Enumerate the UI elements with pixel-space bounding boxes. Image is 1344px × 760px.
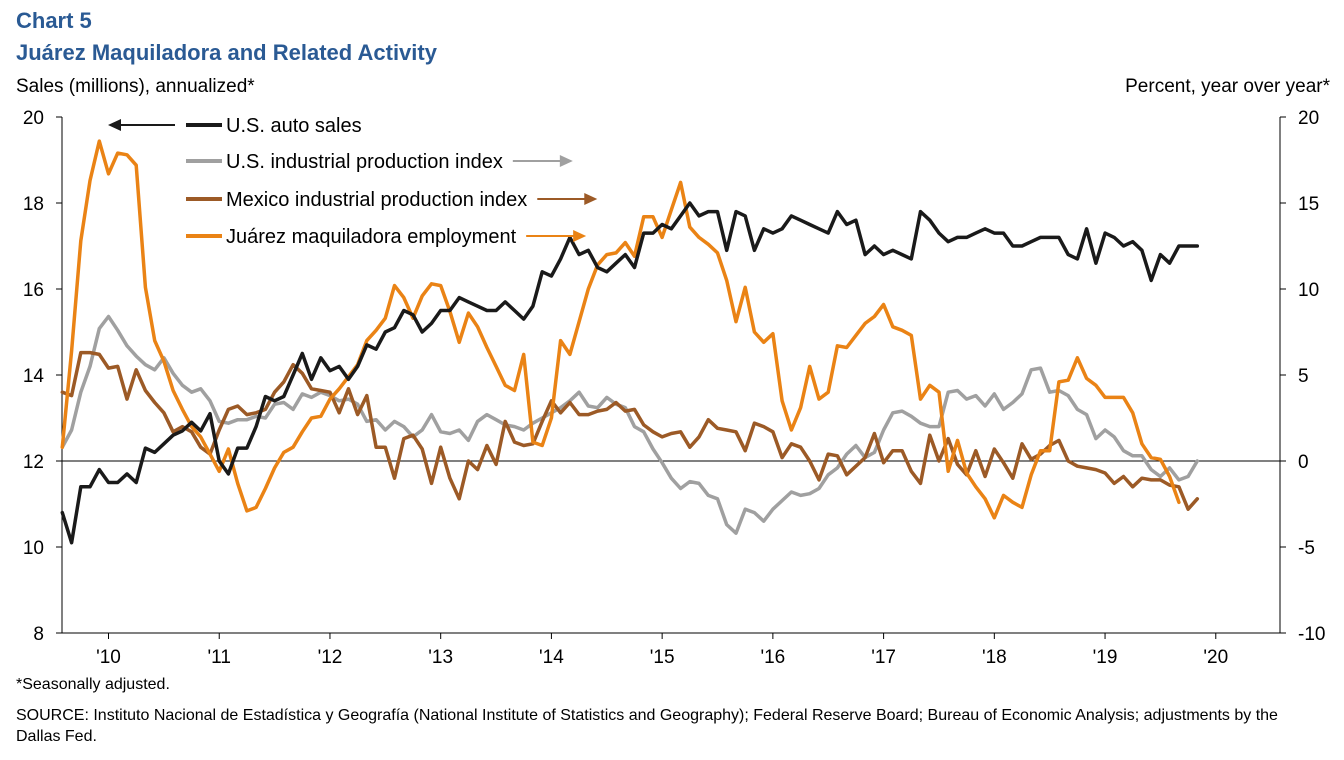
- right-axis-label: Percent, year over year*: [1125, 76, 1330, 97]
- source-note: SOURCE: Instituto Nacional de Estadístic…: [16, 707, 1278, 745]
- series-line: [60, 314, 1200, 535]
- series-line: [60, 201, 1200, 545]
- x-tick-label: '14: [539, 647, 564, 668]
- left-tick-label: 8: [33, 624, 44, 645]
- legend-label: U.S. auto sales: [226, 115, 362, 137]
- left-tick-label: 14: [23, 366, 45, 387]
- legend-arrow-head: [108, 119, 121, 131]
- series-line: [60, 139, 1181, 520]
- right-tick-label: 0: [1298, 452, 1309, 473]
- chart-axes: 8 10 12 14 16 18 20 -10 -5 0 5 10 15 20 '10 '11 '12 '13 '1…: [23, 108, 1326, 668]
- x-tick-label: '17: [871, 647, 896, 668]
- legend-label: Juárez maquiladora employment: [226, 226, 517, 248]
- right-tick-label: -10: [1298, 624, 1325, 645]
- x-tick-label: '12: [318, 647, 343, 668]
- x-tick-label: '13: [428, 647, 453, 668]
- x-tick-label: '18: [982, 647, 1007, 668]
- x-tick-label: '16: [760, 647, 785, 668]
- x-tick-label: '20: [1203, 647, 1228, 668]
- chart-title: Juárez Maquiladora and Related Activity: [16, 40, 437, 65]
- series-line: [60, 350, 1200, 511]
- legend-label: Mexico industrial production index: [226, 189, 527, 211]
- legend-arrow-head: [573, 230, 587, 242]
- left-tick-label: 18: [23, 194, 44, 215]
- chart-series: [60, 139, 1200, 545]
- chart-label: Chart 5: [16, 8, 92, 33]
- right-tick-label: 15: [1298, 194, 1319, 215]
- right-tick-label: -5: [1298, 538, 1315, 559]
- right-tick-label: 10: [1298, 280, 1319, 301]
- left-tick-label: 16: [23, 280, 44, 301]
- left-tick-label: 20: [23, 108, 44, 129]
- x-tick-label: '19: [1093, 647, 1118, 668]
- legend-label: U.S. industrial production index: [226, 151, 503, 173]
- left-tick-label: 12: [23, 452, 44, 473]
- left-tick-label: 10: [23, 538, 44, 559]
- x-tick-label: '11: [208, 647, 231, 668]
- legend-arrow-head: [584, 193, 598, 205]
- legend-arrow-head: [559, 155, 573, 167]
- footnote: *Seasonally adjusted.: [16, 676, 170, 693]
- chart-legend: U.S. auto sales U.S. industrial productio…: [108, 115, 598, 248]
- x-tick-label: '15: [650, 647, 675, 668]
- x-tick-label: '10: [96, 647, 121, 668]
- left-axis-label: Sales (millions), annualized*: [16, 76, 255, 97]
- right-tick-label: 20: [1298, 108, 1319, 129]
- right-tick-label: 5: [1298, 366, 1309, 387]
